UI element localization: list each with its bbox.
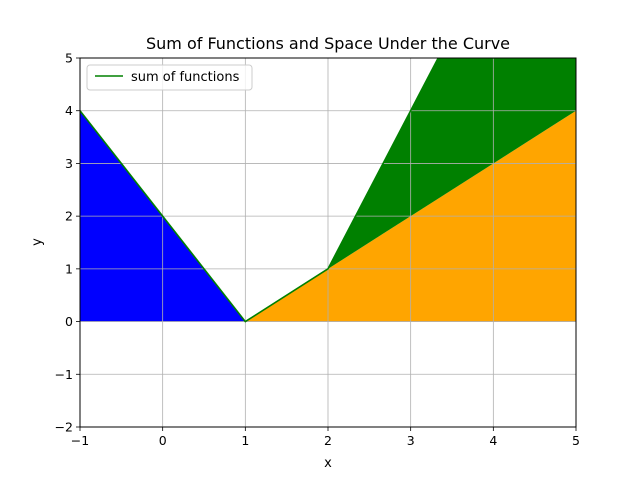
y-tick-label: −1 bbox=[55, 367, 73, 382]
y-tick-label: −2 bbox=[55, 420, 73, 435]
series-lines bbox=[80, 58, 576, 323]
y-axis-label: y bbox=[30, 238, 45, 246]
x-tick-label: −1 bbox=[71, 433, 89, 448]
x-tick-label: 2 bbox=[324, 433, 332, 448]
x-tick-label: 3 bbox=[407, 433, 415, 448]
y-tick-label: 5 bbox=[65, 51, 73, 66]
x-tick-label: 1 bbox=[241, 433, 249, 448]
x-tick-label: 5 bbox=[572, 433, 580, 448]
x-tick-label: 4 bbox=[489, 433, 497, 448]
y-tick-label: 3 bbox=[65, 156, 73, 171]
legend-box bbox=[86, 64, 253, 91]
y-tick-label: 4 bbox=[65, 103, 73, 118]
chart-title: Sum of Functions and Space Under the Cur… bbox=[146, 34, 510, 53]
legend: sum of functions bbox=[86, 64, 253, 91]
legend-label: sum of functions bbox=[131, 70, 240, 85]
y-tick-label: 1 bbox=[65, 261, 73, 276]
y-tick-label: 2 bbox=[65, 209, 73, 224]
x-tick-label: 0 bbox=[159, 433, 167, 448]
x-axis-label: x bbox=[324, 456, 332, 471]
y-tick-label: 0 bbox=[65, 314, 73, 329]
series-line-1 bbox=[80, 58, 576, 323]
